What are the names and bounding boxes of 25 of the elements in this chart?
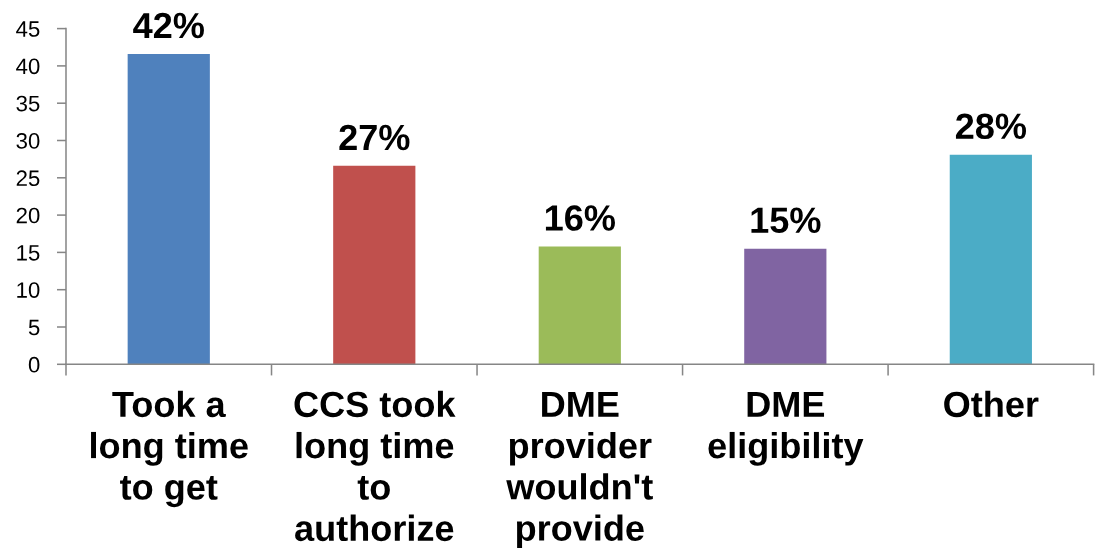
x-tick-label: CCS took long time to authorize <box>294 390 456 542</box>
y-tick-label: 15 <box>17 245 40 261</box>
y-tick-label: 45 <box>16 21 40 37</box>
bar <box>538 246 621 365</box>
x-tick-label: DME eligibility <box>708 392 864 466</box>
bar <box>744 248 827 365</box>
bar <box>127 53 210 365</box>
data-label: 28% <box>955 113 1027 140</box>
y-tick-label: 20 <box>16 207 40 224</box>
x-tick-label: Took a long time to get <box>91 390 248 508</box>
y-tick-label: 0 <box>28 356 40 373</box>
data-label: 16% <box>545 205 615 231</box>
y-tick-label: 30 <box>16 133 40 149</box>
y-tick-label: 25 <box>16 170 40 187</box>
y-tick-label: 40 <box>16 58 40 75</box>
x-tick-label: DME provider wouldn't provide <box>506 392 653 549</box>
y-tick-label: 35 <box>16 95 40 112</box>
bar <box>333 165 416 365</box>
x-tick-label: Other <box>944 390 1039 418</box>
y-tick-label: 10 <box>17 282 40 298</box>
y-tick-label: 5 <box>28 319 40 336</box>
data-label: 42% <box>133 12 204 39</box>
data-label: 27% <box>339 124 410 151</box>
bar <box>949 154 1032 365</box>
data-label: 15% <box>751 207 821 234</box>
